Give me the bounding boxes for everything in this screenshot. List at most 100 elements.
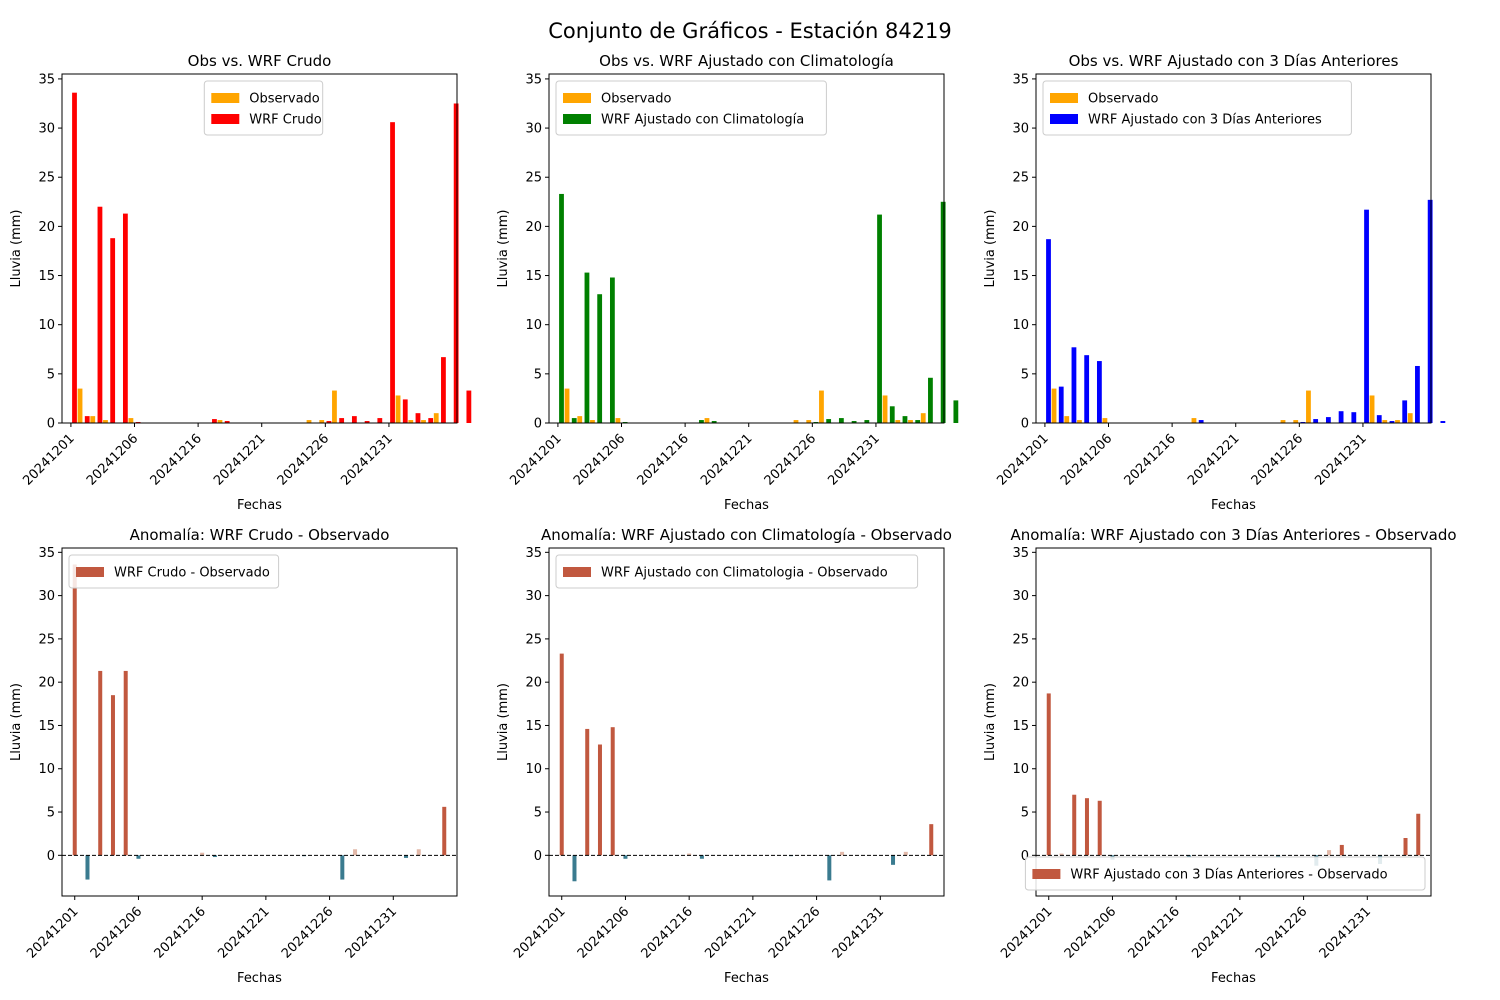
- bar-anomaly-day-1: [72, 564, 77, 856]
- y-tick-label: 30: [1012, 589, 1029, 604]
- legend: Observado WRF Crudo: [203, 80, 324, 136]
- y-tick-label: 15: [38, 719, 55, 734]
- y-tick-label: 5: [534, 367, 542, 382]
- bar-series-2-day-27: [1376, 415, 1382, 423]
- bar-anomaly-day-4: [110, 695, 115, 856]
- x-axis-label: Fechas: [1211, 971, 1256, 986]
- legend-label: WRF Ajustado con 3 Días Anteriores: [1088, 113, 1322, 128]
- y-tick-label: 35: [525, 546, 542, 561]
- y-tick-label: 35: [1012, 72, 1029, 87]
- chart-title: Obs vs. WRF Ajustado con 3 Días Anterior…: [1069, 52, 1399, 70]
- y-tick-label: 15: [38, 269, 55, 284]
- bar-series-2-day-28: [415, 413, 421, 423]
- bar-series-1-day-20: [1280, 420, 1286, 423]
- bar-anomaly-day-2: [85, 855, 90, 880]
- legend: WRF Ajustado con Climatologia - Observad…: [555, 554, 919, 589]
- bar-anomaly-day-28: [416, 849, 421, 856]
- bar-anomaly-day-4: [597, 744, 602, 856]
- bar-series-1-day-22: [819, 390, 824, 423]
- bar-series-2-day-24: [364, 421, 370, 423]
- y-tick-label: 20: [525, 676, 542, 691]
- bar-series-1-day-13: [704, 418, 710, 423]
- legend-label: Observado: [1088, 92, 1159, 107]
- bar-series-2-day-27: [889, 406, 895, 423]
- bar-anomaly-day-6: [623, 855, 628, 859]
- bar-series-2-day-26: [390, 122, 395, 424]
- bar-series-2-day-24: [851, 421, 857, 423]
- bar-series-2-day-13: [224, 421, 230, 423]
- bar-series-1-day-28: [408, 420, 414, 423]
- bar-anomaly-day-28: [903, 851, 908, 856]
- chart-title: Anomalía: WRF Ajustado con Climatología …: [541, 526, 952, 544]
- bar-anomaly-day-23: [353, 849, 358, 856]
- bar-anomaly-day-5: [1097, 800, 1102, 856]
- legend-swatch: [563, 567, 591, 577]
- y-axis-label: Lluvia (mm): [9, 683, 24, 761]
- bar-anomaly-day-30: [929, 824, 934, 856]
- bar-series-2-day-25: [864, 420, 870, 423]
- bar-series-2-day-31: [453, 103, 459, 424]
- bar-series-2-day-32: [1440, 421, 1446, 423]
- bar-anomaly-day-23: [840, 851, 845, 856]
- bar-anomaly-day-5: [610, 727, 615, 856]
- bar-series-1-day-3: [577, 416, 583, 423]
- bar-series-2-day-30: [441, 357, 446, 423]
- y-tick-label: 20: [525, 220, 542, 235]
- bar-series-1-day-22: [332, 390, 337, 423]
- bar-series-1-day-29: [1395, 420, 1400, 423]
- bar-anomaly-day-22: [827, 855, 832, 881]
- bar-series-2-day-29: [1402, 400, 1408, 423]
- x-axis-label: Fechas: [724, 498, 769, 513]
- bar-series-2-day-5: [122, 213, 128, 423]
- x-axis-label: Fechas: [724, 971, 769, 986]
- legend-label: WRF Crudo - Observado: [114, 566, 270, 581]
- y-tick-label: 35: [38, 546, 55, 561]
- y-tick-label: 5: [1021, 367, 1029, 382]
- bar-series-2-day-4: [597, 294, 603, 423]
- legend-label: WRF Ajustado con Climatología: [601, 113, 804, 128]
- bar-series-1-day-6: [1102, 418, 1108, 423]
- bar-anomaly-day-1: [559, 653, 564, 856]
- y-tick-label: 25: [525, 632, 542, 647]
- y-tick-label: 25: [38, 632, 55, 647]
- y-tick-label: 10: [1012, 762, 1029, 777]
- legend-label: Observado: [249, 92, 320, 107]
- bar-series-2-day-29: [915, 420, 921, 423]
- legend-swatch: [76, 567, 104, 577]
- y-tick-label: 0: [534, 417, 542, 432]
- legend-swatch: [211, 114, 240, 124]
- y-tick-label: 0: [534, 849, 542, 864]
- bar-series-2-day-13: [1198, 420, 1204, 423]
- bar-series-2-day-27: [402, 399, 408, 423]
- bar-anomaly-day-22: [340, 855, 345, 880]
- bar-series-2-day-1: [559, 193, 564, 423]
- y-tick-label: 25: [525, 171, 542, 186]
- bar-series-2-day-32: [466, 390, 472, 423]
- x-axis-label: Fechas: [1211, 498, 1256, 513]
- bar-series-1-day-2: [564, 388, 570, 423]
- bar-series-1-day-2: [77, 388, 83, 423]
- legend: WRF Crudo - Observado: [68, 554, 280, 589]
- y-tick-label: 15: [1012, 269, 1029, 284]
- bar-series-1-day-27: [882, 395, 888, 423]
- bar-anomaly-day-12: [1186, 855, 1191, 858]
- y-tick-label: 10: [525, 762, 542, 777]
- bar-series-1-day-29: [908, 420, 913, 423]
- bar-series-2-day-1: [1046, 239, 1051, 423]
- bar-series-2-day-22: [1313, 419, 1319, 423]
- bar-anomaly-day-4: [1084, 798, 1089, 856]
- chart-title: Anomalía: WRF Ajustado con 3 Días Anteri…: [1010, 526, 1456, 544]
- x-axis-label: Fechas: [237, 971, 282, 986]
- bar-anomaly-day-11: [200, 852, 205, 856]
- y-tick-label: 5: [1021, 806, 1029, 821]
- bar-series-2-day-3: [584, 272, 590, 423]
- bar-series-2-day-24: [1338, 411, 1344, 423]
- y-tick-label: 30: [38, 589, 55, 604]
- y-tick-label: 15: [525, 719, 542, 734]
- y-tick-label: 15: [525, 269, 542, 284]
- bar-series-2-day-4: [110, 238, 116, 423]
- bar-series-2-day-3: [97, 206, 103, 423]
- axes-frame: [548, 73, 945, 424]
